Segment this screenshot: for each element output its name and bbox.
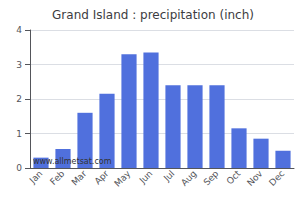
svg-text:May: May: [112, 168, 133, 189]
svg-text:Grand Island : precipitation (: Grand Island : precipitation (inch): [52, 8, 254, 22]
svg-text:0: 0: [16, 163, 22, 173]
svg-text:Aug: Aug: [179, 168, 198, 187]
svg-text:Sep: Sep: [201, 168, 220, 187]
svg-text:Jun: Jun: [137, 168, 155, 186]
svg-text:www.allmetsat.com: www.allmetsat.com: [33, 157, 112, 166]
svg-text:Dec: Dec: [267, 168, 286, 187]
svg-text:Jan: Jan: [27, 168, 45, 186]
svg-text:Nov: Nov: [245, 168, 265, 188]
svg-text:1: 1: [16, 129, 22, 139]
svg-text:Apr: Apr: [92, 168, 110, 186]
svg-text:Jul: Jul: [161, 168, 176, 183]
svg-text:2: 2: [16, 94, 22, 104]
svg-text:Oct: Oct: [224, 168, 242, 186]
svg-text:4: 4: [16, 25, 22, 35]
svg-text:3: 3: [16, 60, 22, 70]
svg-text:Mar: Mar: [69, 168, 88, 187]
svg-text:Feb: Feb: [48, 168, 67, 187]
